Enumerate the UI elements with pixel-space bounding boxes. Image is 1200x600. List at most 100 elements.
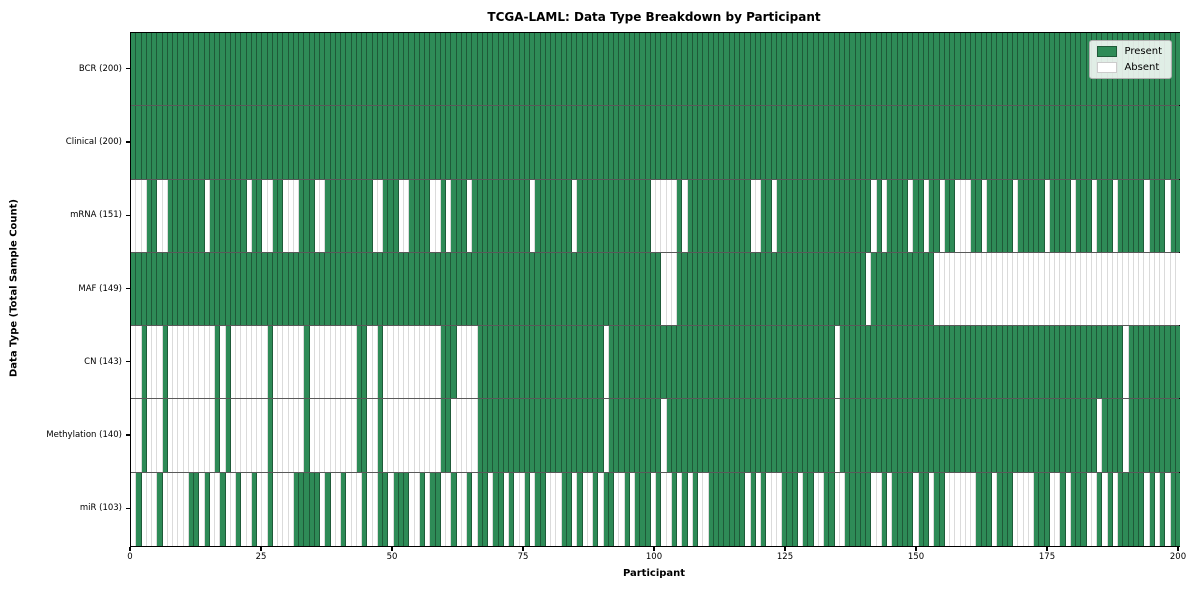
matrix-cell xyxy=(561,106,567,179)
matrix-cell xyxy=(545,179,551,252)
presence-matrix-plot: Present Absent xyxy=(130,32,1180,547)
matrix-cell xyxy=(152,252,158,326)
matrix-cell xyxy=(278,326,284,399)
matrix-cell xyxy=(677,252,683,326)
matrix-cell xyxy=(897,252,903,326)
matrix-cell xyxy=(404,33,410,106)
matrix-cell xyxy=(377,326,383,399)
matrix-cell xyxy=(950,33,956,106)
matrix-cell xyxy=(561,326,567,399)
matrix-cell xyxy=(572,472,578,546)
matrix-cell xyxy=(666,179,672,252)
matrix-cell xyxy=(761,33,767,106)
matrix-cell xyxy=(1107,399,1113,472)
matrix-cell xyxy=(629,472,635,546)
matrix-cell xyxy=(304,326,310,399)
matrix-cell xyxy=(1139,252,1145,326)
matrix-cell xyxy=(997,33,1003,106)
xtick-mark xyxy=(522,546,524,551)
matrix-cell xyxy=(1060,399,1066,472)
matrix-cell xyxy=(1023,472,1029,546)
matrix-cell xyxy=(1149,179,1155,252)
matrix-cell xyxy=(808,179,814,252)
matrix-cell xyxy=(225,326,231,399)
matrix-cell xyxy=(923,326,929,399)
matrix-cell xyxy=(467,179,473,252)
matrix-cell xyxy=(173,179,179,252)
matrix-cell xyxy=(498,399,504,472)
matrix-cell xyxy=(330,33,336,106)
matrix-cell xyxy=(435,326,441,399)
matrix-cell xyxy=(514,179,520,252)
matrix-cell xyxy=(944,472,950,546)
ytick-label-mrna: mRNA (151) xyxy=(70,210,122,221)
matrix-cell xyxy=(1154,179,1160,252)
matrix-cell xyxy=(1175,106,1180,179)
matrix-cell xyxy=(813,472,819,546)
matrix-cell xyxy=(1055,179,1061,252)
matrix-cell xyxy=(813,252,819,326)
matrix-cell xyxy=(603,179,609,252)
matrix-cell xyxy=(713,252,719,326)
matrix-cell xyxy=(540,252,546,326)
matrix-cell xyxy=(178,33,184,106)
matrix-cell xyxy=(729,399,735,472)
matrix-cell xyxy=(409,399,415,472)
matrix-cell xyxy=(530,33,536,106)
matrix-cell xyxy=(719,252,725,326)
matrix-cell xyxy=(1107,326,1113,399)
matrix-cell xyxy=(566,252,572,326)
matrix-cell xyxy=(230,399,236,472)
matrix-cell xyxy=(986,33,992,106)
matrix-cell xyxy=(1091,399,1097,472)
matrix-cell xyxy=(572,106,578,179)
matrix-cell xyxy=(141,472,147,546)
matrix-cell xyxy=(698,33,704,106)
matrix-cell xyxy=(341,399,347,472)
matrix-cell xyxy=(808,252,814,326)
matrix-cell xyxy=(183,472,189,546)
matrix-cell xyxy=(818,252,824,326)
matrix-cell xyxy=(650,252,656,326)
matrix-cell xyxy=(824,326,830,399)
matrix-cell xyxy=(929,33,935,106)
matrix-cell xyxy=(430,399,436,472)
matrix-cell xyxy=(1154,399,1160,472)
matrix-cell xyxy=(514,326,520,399)
matrix-cell xyxy=(1018,252,1024,326)
matrix-cell xyxy=(209,326,215,399)
matrix-cell xyxy=(572,252,578,326)
matrix-cell xyxy=(976,472,982,546)
matrix-cell xyxy=(766,472,772,546)
matrix-cell xyxy=(377,399,383,472)
matrix-cell xyxy=(661,252,667,326)
matrix-cell xyxy=(503,179,509,252)
matrix-cell xyxy=(598,106,604,179)
matrix-cell xyxy=(1091,326,1097,399)
matrix-cell xyxy=(509,33,515,106)
matrix-cell xyxy=(866,179,872,252)
matrix-cell xyxy=(776,179,782,252)
matrix-cell xyxy=(614,399,620,472)
matrix-cell xyxy=(745,326,751,399)
matrix-cell xyxy=(388,179,394,252)
matrix-cell xyxy=(514,472,520,546)
matrix-cell xyxy=(477,472,483,546)
matrix-cell xyxy=(503,472,509,546)
matrix-cell xyxy=(766,252,772,326)
ytick-label-cn: CN (143) xyxy=(84,356,122,367)
matrix-cell xyxy=(246,179,252,252)
matrix-cell xyxy=(640,179,646,252)
matrix-cell xyxy=(278,33,284,106)
matrix-cell xyxy=(971,472,977,546)
matrix-cell xyxy=(881,33,887,106)
matrix-cell xyxy=(146,33,152,106)
matrix-cell xyxy=(976,326,982,399)
matrix-cell xyxy=(173,106,179,179)
matrix-cell xyxy=(666,106,672,179)
matrix-cell xyxy=(1065,179,1071,252)
matrix-cell xyxy=(792,252,798,326)
matrix-cell xyxy=(1133,472,1139,546)
matrix-cell xyxy=(446,399,452,472)
matrix-cell xyxy=(834,472,840,546)
